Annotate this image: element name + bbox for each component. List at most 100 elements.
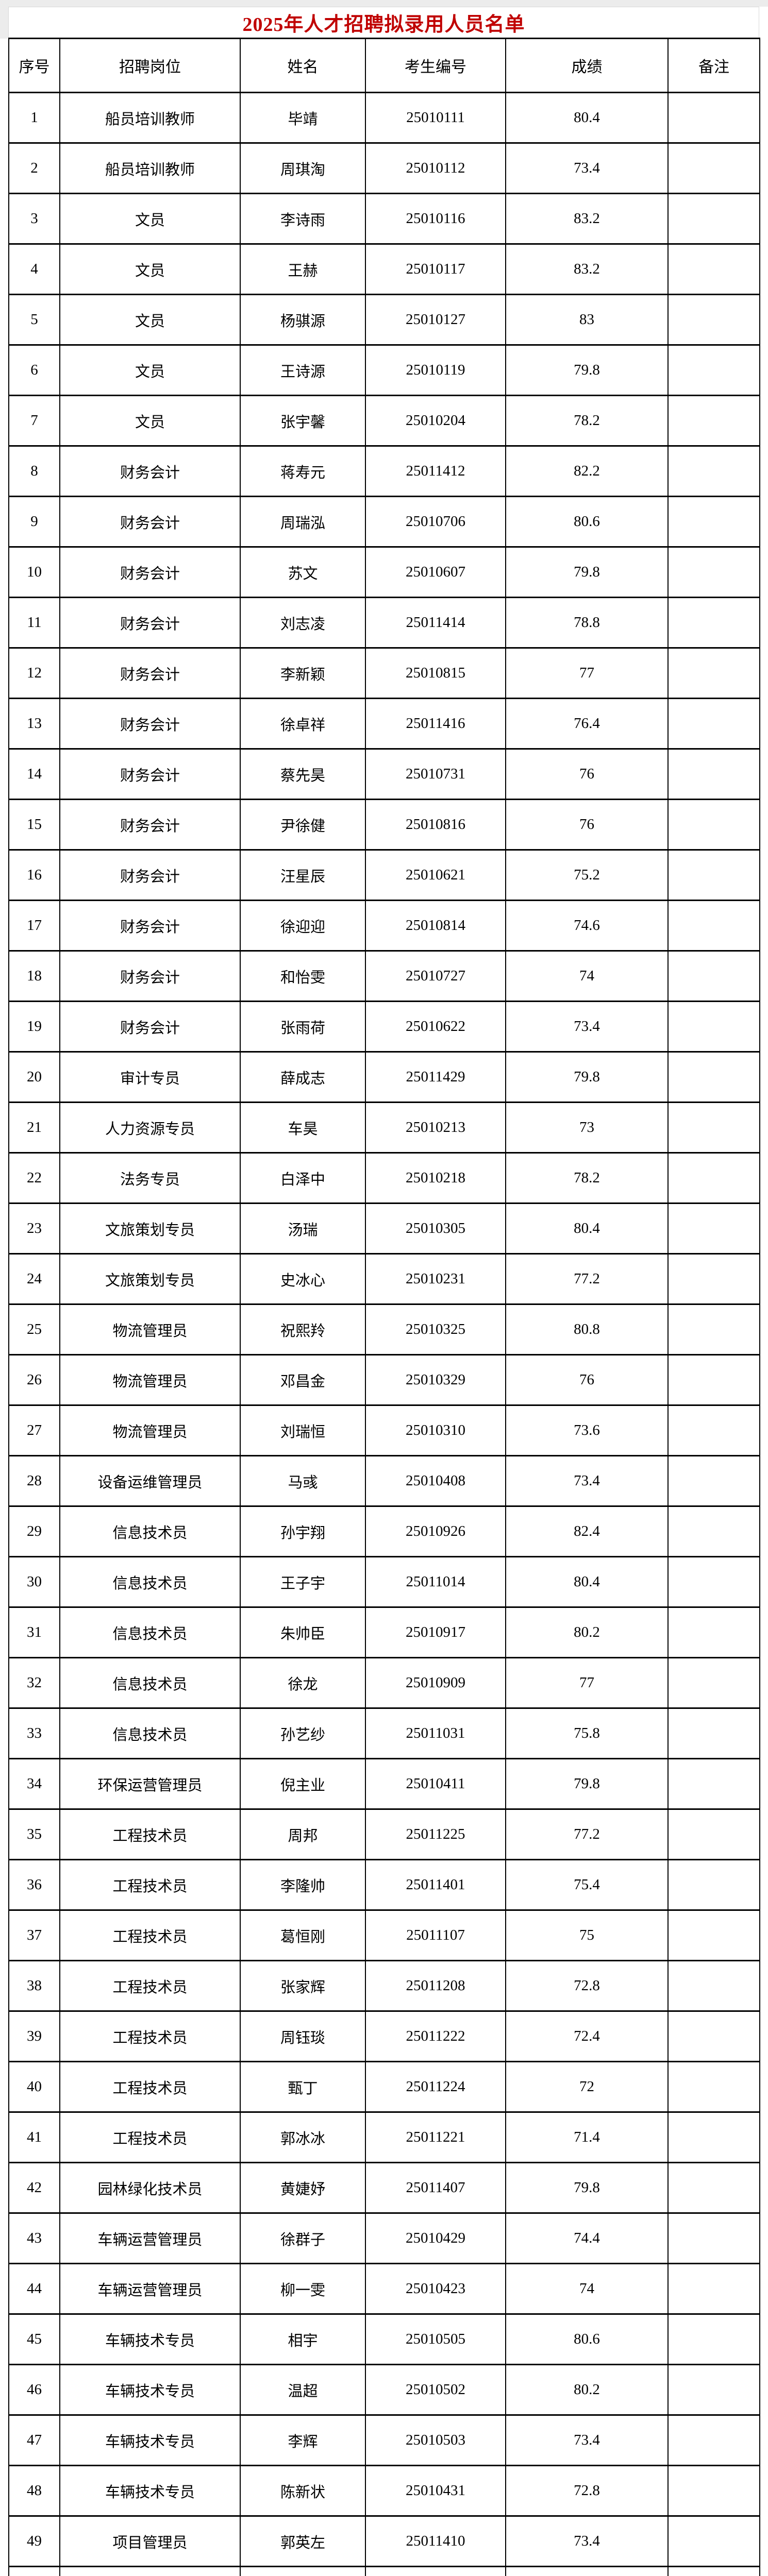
cell-index: 14	[8, 748, 60, 800]
cell-remark	[667, 1001, 760, 1053]
cell-remark	[667, 1758, 760, 1810]
cell-candidate-no: 25010204	[365, 395, 506, 447]
cell-remark	[667, 2566, 760, 2576]
cell-index: 33	[8, 1707, 60, 1759]
table-row: 12 财务会计 李新颖 25010815 77	[8, 647, 760, 699]
cell-remark	[667, 1960, 760, 2012]
cell-name: 王赫	[240, 243, 366, 295]
cell-candidate-no: 25011031	[365, 1707, 506, 1759]
cell-position: 油气设备管理员	[59, 2566, 241, 2576]
cell-candidate-no: 25011224	[365, 2061, 506, 2113]
cell-score: 83.2	[505, 193, 669, 245]
cell-candidate-no: 25011414	[365, 597, 506, 649]
cell-name: 蔡先昊	[240, 748, 366, 800]
cell-name: 车昊	[240, 1101, 366, 1154]
table-row: 45 车辆技术专员 相宇 25010505 80.6	[8, 2313, 760, 2365]
cell-index: 34	[8, 1758, 60, 1810]
cell-index: 46	[8, 2364, 60, 2416]
cell-candidate-no: 25010111	[365, 92, 506, 144]
cell-score: 74.4	[505, 2212, 669, 2264]
cell-position: 物流管理员	[59, 1404, 241, 1456]
cell-position: 人力资源专员	[59, 1101, 241, 1154]
cell-position: 文员	[59, 395, 241, 447]
cell-remark	[667, 1202, 760, 1255]
cell-name: 温超	[240, 2364, 366, 2416]
header-position: 招聘岗位	[59, 38, 241, 93]
cell-position: 工程技术员	[59, 2061, 241, 2113]
cell-score: 82.4	[505, 1505, 669, 1557]
cell-position: 工程技术员	[59, 2111, 241, 2163]
cell-position: 工程技术员	[59, 1808, 241, 1860]
table-row: 40 工程技术员 甄丁 25011224 72	[8, 2061, 760, 2113]
cell-name: 王诗源	[240, 344, 366, 396]
cell-candidate-no: 25010231	[365, 1253, 506, 1305]
cell-remark	[667, 900, 760, 952]
cell-score: 76	[505, 748, 669, 800]
cell-candidate-no: 25010119	[365, 344, 506, 396]
cell-remark	[667, 2414, 760, 2466]
cell-candidate-no: 25010706	[365, 496, 506, 548]
cell-remark	[667, 647, 760, 699]
cell-candidate-no: 25010815	[365, 647, 506, 699]
cell-position: 信息技术员	[59, 1606, 241, 1658]
page-left-margin	[0, 7, 8, 39]
cell-score: 79.8	[505, 1051, 669, 1103]
cell-index: 41	[8, 2111, 60, 2163]
cell-remark	[667, 92, 760, 144]
cell-remark	[667, 344, 760, 396]
cell-remark	[667, 1101, 760, 1154]
cell-score: 80.4	[505, 1202, 669, 1255]
table-row: 13 财务会计 徐卓祥 25011416 76.4	[8, 698, 760, 750]
cell-remark	[667, 1808, 760, 1860]
cell-name: 甄丁	[240, 2061, 366, 2113]
cell-index: 43	[8, 2212, 60, 2264]
cell-name: 孙文婧	[240, 2566, 366, 2576]
cell-position: 物流管理员	[59, 1303, 241, 1355]
table-row: 48 车辆技术专员 陈新状 25010431 72.8	[8, 2465, 760, 2517]
cell-score: 73	[505, 1101, 669, 1154]
cell-candidate-no: 25010429	[365, 2212, 506, 2264]
cell-remark	[667, 496, 760, 548]
cell-name: 薛成志	[240, 1051, 366, 1103]
cell-position: 文旅策划专员	[59, 1202, 241, 1255]
cell-position: 园林绿化技术员	[59, 2162, 241, 2214]
table-row: 15 财务会计 尹徐健 25010816 76	[8, 799, 760, 851]
cell-index: 50	[8, 2566, 60, 2576]
cell-score: 72.4	[505, 2010, 669, 2062]
cell-score: 76	[505, 1354, 669, 1406]
cell-name: 孙艺纱	[240, 1707, 366, 1759]
cell-position: 财务会计	[59, 849, 241, 901]
table-row: 26 物流管理员 邓昌金 25010329 76	[8, 1354, 760, 1406]
cell-candidate-no: 25010116	[365, 193, 506, 245]
cell-score: 79.8	[505, 2162, 669, 2214]
cell-name: 周琪淘	[240, 142, 366, 194]
table-row: 47 车辆技术专员 李辉 25010503 73.4	[8, 2414, 760, 2466]
cell-index: 36	[8, 1859, 60, 1911]
cell-name: 徐群子	[240, 2212, 366, 2264]
cell-index: 19	[8, 1001, 60, 1053]
cell-name: 倪主业	[240, 1758, 366, 1810]
table-row: 17 财务会计 徐迎迎 25010814 74.6	[8, 900, 760, 952]
cell-score: 79.8	[505, 344, 669, 396]
cell-name: 陈新状	[240, 2465, 366, 2517]
cell-name: 孙宇翔	[240, 1505, 366, 1557]
cell-remark	[667, 1404, 760, 1456]
table-row: 4 文员 王赫 25010117 83.2	[8, 243, 760, 295]
cell-candidate-no: 25011208	[365, 1960, 506, 2012]
cell-score: 83	[505, 294, 669, 346]
cell-score: 73.4	[505, 1001, 669, 1053]
cell-score: 71.4	[505, 2111, 669, 2163]
cell-position: 车辆运营管理员	[59, 2212, 241, 2264]
cell-score: 80.8	[505, 1303, 669, 1355]
table-row: 35 工程技术员 周邦 25011225 77.2	[8, 1808, 760, 1860]
cell-candidate-no: 25010621	[365, 849, 506, 901]
table-row: 11 财务会计 刘志凌 25011414 78.8	[8, 597, 760, 649]
cell-remark	[667, 2162, 760, 2214]
cell-name: 邓昌金	[240, 1354, 366, 1406]
cell-score: 77.2	[505, 1808, 669, 1860]
cell-candidate-no: 25011401	[365, 1859, 506, 1911]
cell-candidate-no: 25010502	[365, 2364, 506, 2416]
cell-remark	[667, 1455, 760, 1507]
cell-position: 财务会计	[59, 748, 241, 800]
table-row: 50 油气设备管理员 孙文婧 25010510 76.8	[8, 2566, 760, 2576]
